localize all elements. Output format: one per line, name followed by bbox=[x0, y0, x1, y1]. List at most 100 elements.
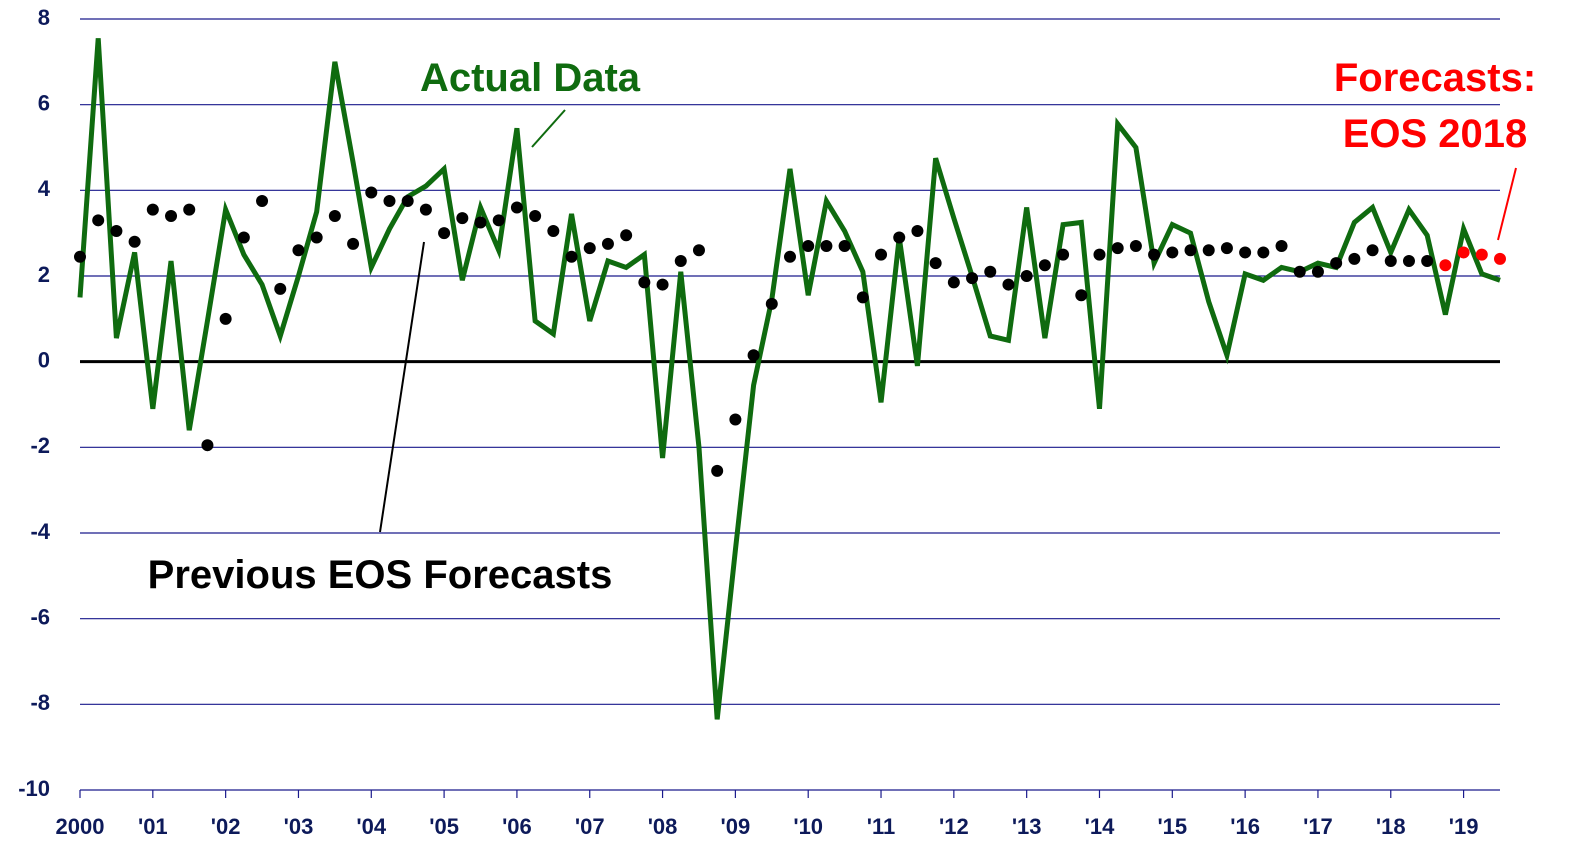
x-tick-label: '02 bbox=[211, 814, 241, 839]
forecast-dot bbox=[219, 312, 232, 325]
forecast-dot bbox=[383, 195, 396, 208]
forecast-dot bbox=[1348, 252, 1361, 265]
forecast-dot bbox=[1184, 244, 1197, 257]
forecast-dot bbox=[474, 216, 487, 229]
forecast-dot bbox=[510, 201, 523, 214]
forecast-dot bbox=[729, 413, 742, 426]
actual-pointer bbox=[531, 109, 566, 148]
forecast-dot bbox=[1366, 244, 1379, 257]
forecast-dot bbox=[1494, 252, 1506, 265]
forecast-dot bbox=[1002, 278, 1015, 291]
x-tick-label: '01 bbox=[138, 814, 168, 839]
x-tick-label: '09 bbox=[721, 814, 751, 839]
forecast-dot bbox=[1202, 244, 1215, 257]
actual-line bbox=[77, 38, 1501, 720]
y-tick-label: 6 bbox=[38, 90, 50, 115]
forecast-dot bbox=[565, 250, 578, 263]
forecast-dot bbox=[674, 255, 687, 268]
x-tick-label: '05 bbox=[429, 814, 459, 839]
forecast-dot bbox=[1402, 255, 1415, 268]
y-tick-label: -10 bbox=[18, 776, 50, 801]
grid-layer: -10 -8 -6 -4 -2 0 2 4 6 8 2000 '01 '02 '03 '04 '05 '06 '0… bbox=[18, 5, 1500, 839]
y-tick-label: -6 bbox=[30, 604, 50, 629]
forecast-dot bbox=[1257, 246, 1270, 259]
forecast-pointer bbox=[1497, 167, 1517, 241]
forecast-dot bbox=[1220, 242, 1233, 255]
forecast-dot bbox=[419, 203, 432, 216]
forecast-dot bbox=[92, 214, 105, 227]
forecast-dot bbox=[1057, 248, 1070, 261]
y-tick-label: 2 bbox=[38, 262, 50, 287]
forecast-dot bbox=[237, 231, 250, 244]
forecast-dot bbox=[201, 439, 214, 452]
forecast-dot bbox=[165, 210, 178, 223]
forecast-dot bbox=[1275, 240, 1288, 253]
forecast-dot bbox=[802, 240, 815, 253]
forecast-dot bbox=[1038, 259, 1051, 272]
marks-layer bbox=[74, 38, 1506, 720]
forecast-dot bbox=[1239, 246, 1252, 259]
forecast-dot bbox=[547, 225, 560, 238]
forecast-dot bbox=[1075, 289, 1088, 302]
forecast-dot bbox=[656, 278, 669, 291]
forecast-dot bbox=[1457, 246, 1470, 259]
x-tick-label: '16 bbox=[1230, 814, 1260, 839]
forecast-dot bbox=[328, 210, 341, 223]
x-tick-label: '03 bbox=[284, 814, 314, 839]
x-tick-label: '10 bbox=[793, 814, 823, 839]
forecast-dot bbox=[583, 242, 596, 255]
forecast-dot bbox=[856, 291, 869, 304]
forecast-dot bbox=[911, 225, 924, 238]
forecast-dot bbox=[1384, 255, 1397, 268]
forecast-dot bbox=[893, 231, 906, 244]
forecast-dot bbox=[711, 464, 724, 477]
x-tick-label: '13 bbox=[1012, 814, 1042, 839]
forecast-dot bbox=[1148, 248, 1161, 261]
forecast-dot bbox=[292, 244, 305, 257]
forecast-dot bbox=[128, 235, 141, 248]
forecast-dot bbox=[1439, 259, 1452, 272]
forecast-dot bbox=[492, 214, 505, 227]
forecast-label: Forecasts: EOS 2018 bbox=[1333, 56, 1537, 156]
forecast-dot bbox=[947, 276, 960, 289]
forecast-dot bbox=[438, 227, 451, 240]
x-tick-label: '06 bbox=[502, 814, 532, 839]
forecast-dot bbox=[820, 240, 833, 253]
forecast-dot bbox=[146, 203, 159, 216]
forecast-dot bbox=[1421, 255, 1434, 268]
x-tick-label: '14 bbox=[1085, 814, 1115, 839]
previous-label: Previous EOS Forecasts bbox=[147, 553, 613, 597]
x-tick-label: '07 bbox=[575, 814, 605, 839]
forecast-dot bbox=[110, 225, 123, 238]
forecast-dot bbox=[929, 257, 942, 270]
forecast-dot bbox=[765, 297, 778, 310]
forecast-dot bbox=[1020, 270, 1033, 282]
forecast-dot bbox=[692, 244, 705, 257]
y-tick-label: 0 bbox=[38, 347, 50, 372]
x-tick-label: '12 bbox=[939, 814, 969, 839]
forecast-dot bbox=[1311, 265, 1324, 278]
y-tick-label: -4 bbox=[30, 519, 50, 544]
actual-label: Actual Data bbox=[419, 56, 641, 100]
x-tick-label: '08 bbox=[648, 814, 678, 839]
forecast-dot bbox=[274, 282, 287, 295]
forecast-dot bbox=[365, 186, 378, 199]
forecast-dot bbox=[838, 240, 851, 253]
y-tick-label: 4 bbox=[38, 176, 51, 201]
forecast-dot bbox=[984, 265, 997, 278]
x-tick-label: '11 bbox=[867, 814, 896, 839]
forecast-dot bbox=[1093, 248, 1106, 261]
forecast-dot bbox=[1330, 257, 1343, 270]
forecast-dot bbox=[966, 272, 979, 285]
x-tick-label: '15 bbox=[1157, 814, 1187, 839]
forecast-dot bbox=[784, 250, 796, 263]
forecast-dot bbox=[529, 210, 542, 223]
forecast-dot bbox=[256, 195, 269, 208]
forecast-dot bbox=[747, 349, 760, 362]
forecast-dot bbox=[1129, 240, 1142, 253]
forecast-dot bbox=[1475, 248, 1488, 261]
forecast-dot bbox=[183, 203, 196, 216]
forecast-dot bbox=[401, 195, 414, 208]
forecast-dot bbox=[347, 237, 360, 250]
